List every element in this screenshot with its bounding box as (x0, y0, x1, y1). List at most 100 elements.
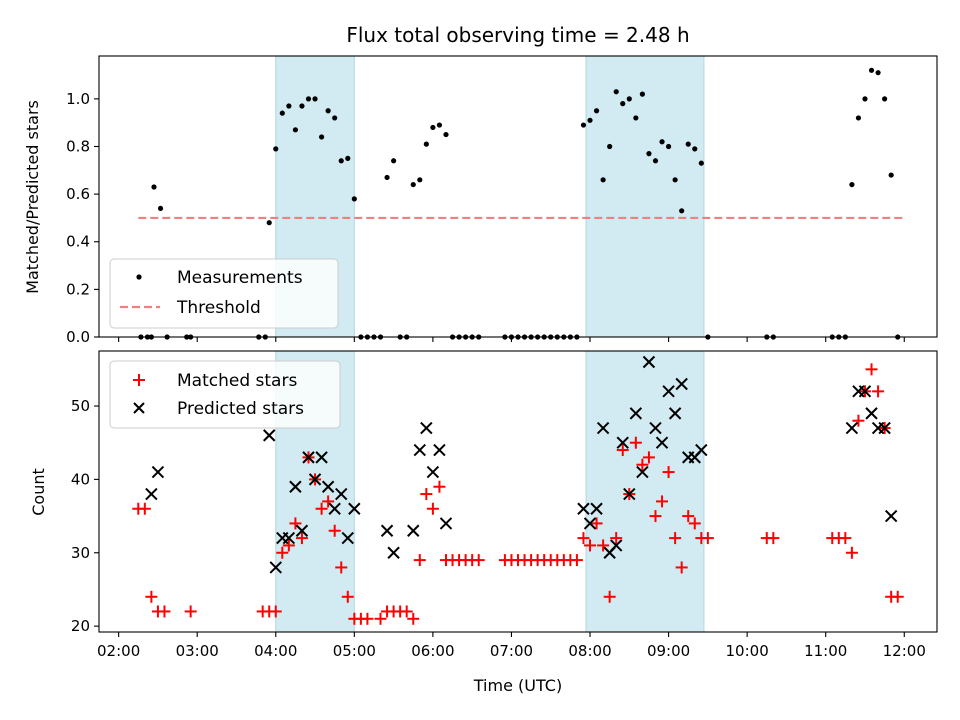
measurement-point (417, 177, 423, 183)
measurement-point (620, 101, 626, 107)
matched-star-point (629, 436, 642, 449)
matched-star-point (335, 561, 348, 574)
predicted-star-point (420, 421, 433, 435)
matched-star-point (295, 532, 308, 545)
measurement-point (665, 143, 672, 150)
measurement-point (626, 96, 632, 102)
measurement-point (279, 110, 285, 116)
measurement-point (600, 177, 606, 183)
matched-star-point (433, 480, 446, 493)
legend-matched-label: Matched stars (177, 371, 297, 391)
matched-star-point (570, 554, 583, 567)
measurement-point (868, 67, 875, 73)
measurement-point (384, 174, 390, 181)
x-tick-label: 10:00 (726, 642, 769, 660)
predicted-star-point (629, 407, 643, 420)
measurement-point (855, 115, 862, 121)
measurement-point (410, 181, 416, 188)
top-y-tick-label: 0.0 (66, 328, 90, 346)
top-panel: 0.0 0.2 0.4 0.6 0.8 1.0 Matched/Predicted sta… (23, 55, 938, 346)
matched-star-point (590, 517, 603, 530)
measurement-point (639, 91, 645, 97)
top-y-axis: 0.0 0.2 0.4 0.6 0.8 1.0 (66, 90, 99, 346)
predicted-stars-series (145, 355, 898, 574)
predicted-star-point (413, 443, 427, 457)
matched-star-point (616, 444, 629, 457)
top-legend: Measurements Threshold (109, 258, 339, 329)
measurement-point (325, 108, 331, 114)
measurement-point (430, 124, 436, 131)
matched-star-point (656, 495, 669, 508)
predicted-star-point (623, 487, 636, 501)
x-tick-label: 03:00 (176, 642, 219, 660)
predicted-star-point (295, 524, 309, 537)
predicted-star-point (151, 465, 165, 479)
predicted-star-point (583, 517, 597, 530)
predicted-star-point (884, 509, 898, 523)
bottom-legend-box (109, 360, 341, 429)
top-y-tick-label: 0.6 (66, 185, 90, 203)
matched-star-point (610, 532, 623, 545)
matched-star-point (420, 488, 433, 501)
matched-star-point (767, 532, 780, 545)
legend-measurements-label: Measurements (177, 268, 303, 288)
matched-star-point (289, 517, 302, 530)
measurement-point (679, 208, 685, 214)
measurement-point (151, 184, 157, 190)
measurement-point (646, 151, 652, 157)
measurement-point (875, 70, 881, 76)
predicted-star-point (655, 436, 669, 449)
bottom-x-axis: 02:00 03:00 04:00 05:00 06:00 07:00 08:00 09:00… (97, 632, 926, 660)
predicted-star-point (649, 421, 662, 435)
predicted-star-point (145, 487, 158, 501)
matched-star-point (315, 502, 328, 515)
matched-star-point (361, 612, 374, 625)
bottom-shaded-interval (585, 350, 705, 633)
measurement-point (698, 160, 704, 166)
matched-star-point (341, 590, 354, 603)
legend-predicted-marker (133, 402, 145, 414)
predicted-star-point (642, 355, 656, 369)
matched-star-point (872, 385, 885, 398)
predicted-star-point (426, 465, 440, 479)
legend-matched-marker (133, 374, 145, 386)
matched-star-point (669, 532, 682, 545)
matched-star-point (400, 605, 413, 618)
measurement-point (443, 131, 449, 138)
measurement-point (659, 139, 665, 145)
predicted-star-point (433, 443, 446, 457)
measurement-point (862, 96, 868, 102)
top-legend-box (109, 258, 339, 329)
predicted-star-point (289, 480, 302, 493)
x-tick-label: 09:00 (647, 642, 690, 660)
matched-star-point (426, 502, 439, 515)
predicted-star-point (263, 429, 276, 442)
measurement-point (685, 141, 691, 147)
x-tick-label: 04:00 (254, 642, 297, 660)
x-tick-label: 08:00 (568, 642, 611, 660)
measurement-point (266, 220, 272, 226)
matched-star-point (852, 414, 865, 427)
chart-title: Flux total observing time = 2.48 h (346, 23, 689, 47)
predicted-star-point (407, 524, 420, 537)
measurement-point (332, 115, 338, 121)
matched-star-point (577, 532, 590, 545)
predicted-star-point (878, 421, 891, 435)
legend-predicted-label: Predicted stars (177, 399, 304, 419)
matched-star-point (407, 612, 420, 625)
matched-star-point (584, 539, 597, 552)
measurement-point (292, 127, 299, 133)
predicted-star-point (341, 531, 354, 545)
predicted-star-point (380, 524, 394, 537)
measurement-point (273, 146, 279, 152)
bottom-y-tick-label: 20 (71, 617, 90, 635)
x-axis-label: Time (UTC) (473, 676, 562, 695)
bottom-plot-frame (98, 350, 938, 633)
top-shaded-interval (585, 55, 705, 338)
measurement-point (652, 158, 659, 164)
predicted-star-point (616, 436, 629, 449)
predicted-star-point (308, 473, 322, 486)
matched-star-point (413, 554, 426, 567)
measurement-point (593, 108, 600, 114)
matched-star-point (158, 605, 171, 618)
